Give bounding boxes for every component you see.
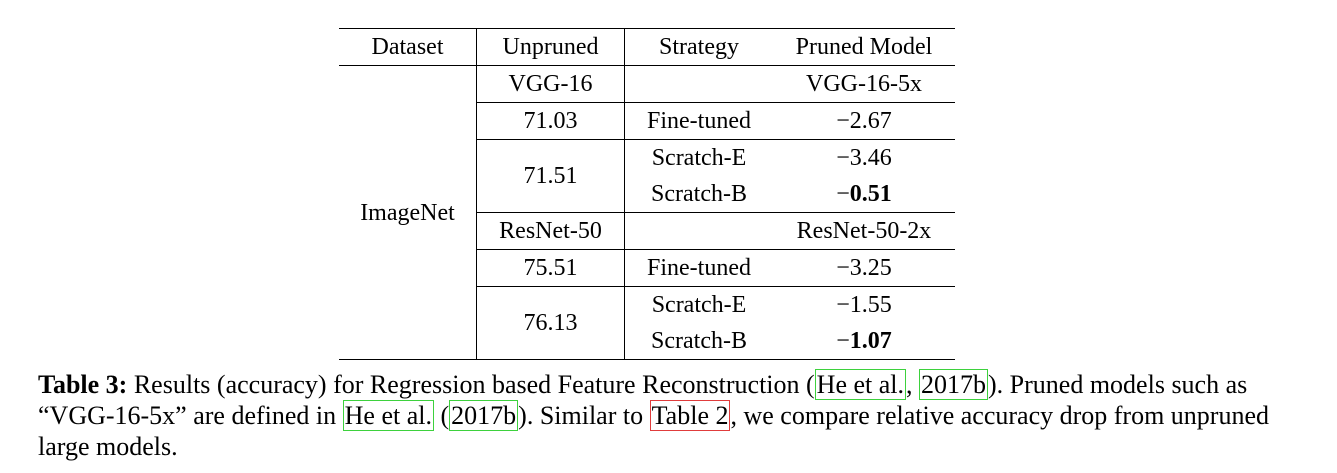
pruned-model-name: VGG-16-5x xyxy=(806,71,922,97)
header-strategy: Strategy xyxy=(659,34,739,60)
citation-link[interactable]: He et al. xyxy=(814,369,907,400)
caption-text: ). Pruned models such as “VGG-16-5x” are… xyxy=(38,370,1248,430)
unpruned-value: 71.51 xyxy=(476,139,625,213)
strategy-value: Scratch-E xyxy=(624,286,773,323)
pruned-value: −1.07 xyxy=(836,328,892,354)
model-row-resnet: ResNet-50 ResNet-50-2x xyxy=(339,212,955,250)
unpruned-value: 75.51 xyxy=(476,249,625,287)
strategy-empty xyxy=(625,66,774,103)
caption-text: ). Similar to xyxy=(518,401,650,430)
table-row: 75.51 Fine-tuned −3.25 xyxy=(339,249,955,287)
header-unpruned: Unpruned xyxy=(476,28,625,66)
table-row: 71.51 Scratch-E −3.46 xyxy=(339,139,955,213)
table-row: 76.13 Scratch-E −1.55 xyxy=(339,286,955,360)
pruned-value: −1.55 xyxy=(773,286,955,323)
caption-text: , we compare relative accuracy drop from… xyxy=(38,401,1270,461)
dataset-cell: ImageNet xyxy=(360,199,455,226)
pruned-value: −3.25 xyxy=(773,249,955,287)
strategy-value: Fine-tuned xyxy=(624,249,773,287)
model-row-vgg: ImageNet VGG-16 VGG-16-5x xyxy=(339,65,955,225)
caption-text: Results (accuracy) for Regression based … xyxy=(127,370,815,399)
table-row: 71.03 Fine-tuned −2.67 xyxy=(339,102,955,140)
strategy-value: Scratch-E xyxy=(624,139,773,176)
pruned-value-best: 0.51 xyxy=(849,181,892,207)
citation-link[interactable]: He et al. xyxy=(342,400,434,431)
pruned-value-best: 1.07 xyxy=(849,328,892,354)
unpruned-model-name: ResNet-50 xyxy=(476,212,625,250)
strategy-value: Scratch-B xyxy=(651,328,747,354)
pruned-value: −3.46 xyxy=(773,139,955,176)
pruned-value: −0.51 xyxy=(836,181,892,207)
unpruned-value: 76.13 xyxy=(476,286,625,360)
header-pruned-model: Pruned Model xyxy=(795,34,933,60)
header-dataset: Dataset xyxy=(371,34,444,60)
results-table: Dataset Unpruned Strategy Pruned Model I… xyxy=(339,28,955,360)
caption-text: ( xyxy=(434,401,450,430)
table-reference-link[interactable]: Table 2 xyxy=(649,400,731,431)
table-caption: Table 3: Results (accuracy) for Regressi… xyxy=(38,369,1300,462)
strategy-empty xyxy=(624,212,773,250)
unpruned-value: 71.03 xyxy=(476,102,625,140)
unpruned-model-name: VGG-16 xyxy=(476,65,625,103)
pruned-model-name: ResNet-50-2x xyxy=(773,212,955,250)
table-row: Scratch-B −0.51 xyxy=(339,176,955,213)
header-row: Dataset Unpruned Strategy Pruned Model xyxy=(339,28,955,66)
pruned-value: −2.67 xyxy=(773,102,955,140)
caption-label: Table 3: xyxy=(38,370,128,399)
strategy-value: Scratch-B xyxy=(651,181,747,207)
strategy-value: Fine-tuned xyxy=(624,102,773,140)
caption-text: , xyxy=(906,370,920,399)
table-row: Scratch-B −1.07 xyxy=(339,323,955,360)
citation-year-link[interactable]: 2017b xyxy=(449,400,519,431)
citation-year-link[interactable]: 2017b xyxy=(919,369,989,400)
